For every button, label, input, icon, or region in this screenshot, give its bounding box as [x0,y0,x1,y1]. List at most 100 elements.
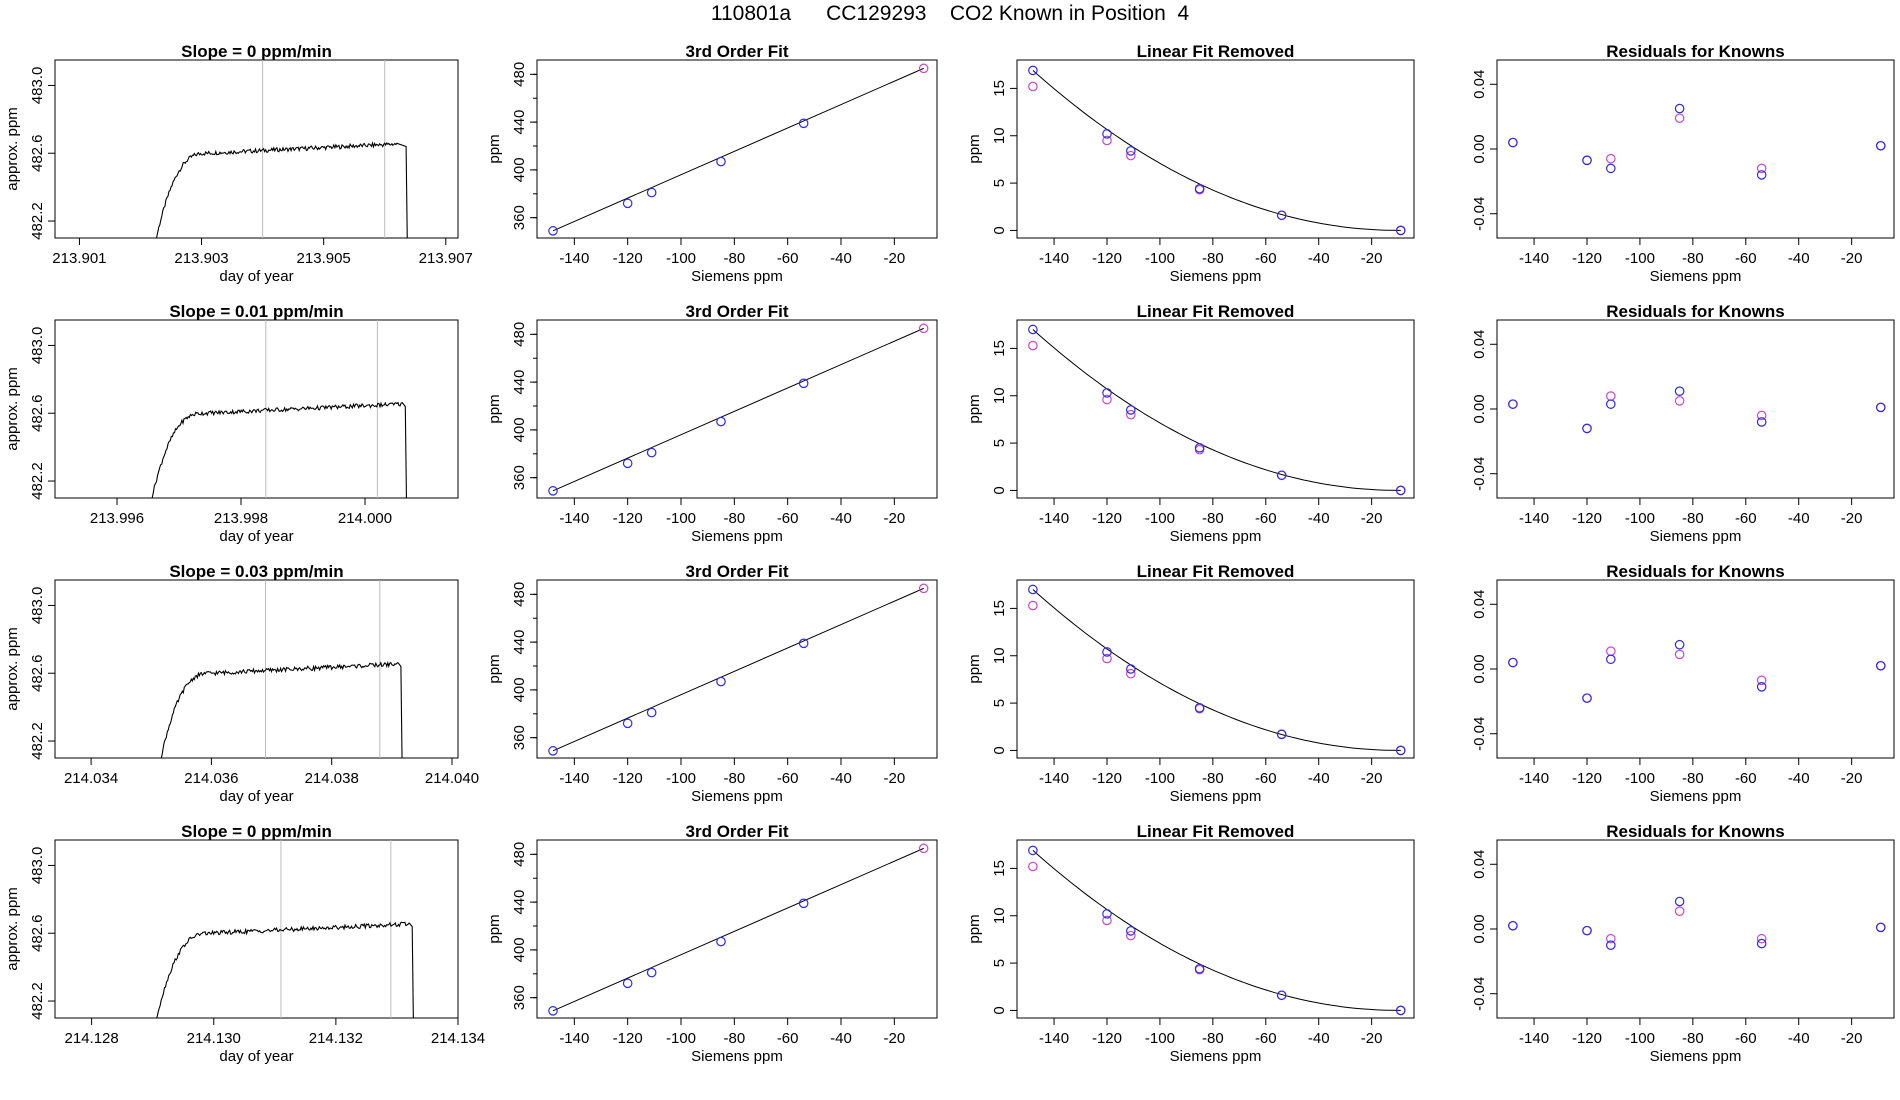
y-tick-label: 482.6 [29,914,46,952]
data-point-blue [1276,990,1287,1001]
data-point [798,118,809,129]
y-tick-label: 482.2 [29,462,46,500]
x-axis-label: day of year [219,1048,293,1065]
x-tick-label: -100 [666,1030,696,1047]
x-tick-label: 213.901 [52,250,106,267]
x-tick-label: -80 [723,770,745,787]
data-point [716,936,726,947]
data-point-blue [1028,584,1038,595]
x-tick-label: -40 [830,770,852,787]
data-point-magenta [1028,81,1038,92]
plot-area [1028,324,1406,496]
plot-area [1028,65,1406,236]
x-tick-label: -40 [1788,510,1810,527]
data-point-blue [1674,896,1685,907]
data-point-magenta [1126,668,1136,679]
y-tick-label: -0.04 [1471,457,1488,491]
y-tick-label: 360 [511,205,528,230]
y-tick-label: 5 [991,959,1008,967]
x-tick-label: -40 [1788,1030,1810,1047]
plot-frame [1016,839,1415,1019]
data-point-blue [1126,146,1136,156]
y-tick-label: 15 [991,860,1008,877]
y-tick-label: 482.6 [29,134,46,172]
data-point-magenta [1674,649,1685,660]
data-point-magenta [1674,113,1685,124]
x-tick-label: -40 [1788,770,1810,787]
y-tick-label: 0.00 [1471,914,1488,943]
plot-area [1508,103,1886,180]
x-axis-label: Siemens ppm [1170,1048,1262,1065]
plot-area [1508,896,1886,950]
plot-frame [54,319,459,499]
x-tick-label: -120 [1092,250,1122,267]
x-tick-label: -60 [777,770,799,787]
fit-curve [1032,850,1401,1011]
y-tick-label: 480 [511,62,528,87]
chart-panel-14: 3rd Order Fit -140 -120 -100 -80 -60 -40 -20 Sie… [486,822,938,1065]
y-axis-label: ppm [966,394,983,423]
fit-line [552,847,924,1012]
y-tick-label: 482.2 [29,722,46,760]
data-point-magenta [1102,135,1112,146]
x-tick-label: 214.034 [64,770,118,787]
y-tick-label: 480 [511,842,528,867]
x-tick-label: -80 [1202,250,1224,267]
x-tick-label: -100 [1625,250,1655,267]
data-point [548,486,558,496]
data-point-blue [1102,388,1112,398]
plot-area [155,840,414,1018]
fit-curve [1032,589,1401,751]
x-tick-label: -20 [1841,510,1863,527]
data-point-blue [1194,703,1205,713]
y-tick-label: 400 [511,677,528,702]
x-tick-label: -60 [1255,250,1277,267]
chart-title: 3rd Order Fit [686,42,789,61]
x-tick-label: -20 [1361,1030,1383,1047]
x-axis-label: Siemens ppm [691,1048,783,1065]
y-tick-label: 360 [511,985,528,1010]
plot-frame [1016,319,1415,499]
x-tick-label: -20 [1361,770,1383,787]
plot-area [1508,639,1886,703]
data-point-blue [1606,654,1616,665]
x-tick-label: -120 [613,510,643,527]
plot-area [548,843,929,1016]
plot-frame [536,579,938,759]
x-tick-label: -80 [1682,510,1704,527]
y-tick-label: -0.04 [1471,717,1488,751]
y-tick-label: -0.04 [1471,977,1488,1011]
y-axis-label: ppm [966,914,983,943]
y-tick-label: 440 [511,370,528,395]
data-point-blue [1875,140,1886,151]
y-tick-label: 10 [991,907,1008,924]
data-point-blue [1875,402,1886,413]
x-tick-label: -100 [1145,510,1175,527]
fit-curve [1032,70,1401,231]
data-point-blue [1875,922,1886,933]
data-point-blue [1582,925,1592,936]
chart-title: Slope = 0 ppm/min [181,822,332,841]
x-tick-label: -100 [1625,510,1655,527]
x-tick-label: -60 [777,1030,799,1047]
x-tick-label: -140 [559,770,589,787]
chart-panel-16: Residuals for Knowns -140 -120 -100 -80 -60 -4… [1471,822,1895,1065]
plot-frame [536,839,938,1019]
data-point [622,458,633,469]
x-tick-label: -80 [1202,770,1224,787]
data-trace-line [151,401,407,498]
x-tick-label: 214.038 [305,770,359,787]
y-axis-label: approx. ppm [4,627,21,710]
data-point-magenta [1606,391,1616,401]
x-tick-label: -40 [830,510,852,527]
data-point [646,447,657,458]
x-tick-label: -40 [1308,1030,1330,1047]
x-axis-label: Siemens ppm [691,268,783,285]
data-point-blue [1756,417,1767,427]
y-tick-label: 440 [511,630,528,655]
data-point [918,63,929,74]
x-tick-label: -20 [1841,770,1863,787]
y-tick-label: 440 [511,110,528,135]
x-tick-label: -140 [559,510,589,527]
